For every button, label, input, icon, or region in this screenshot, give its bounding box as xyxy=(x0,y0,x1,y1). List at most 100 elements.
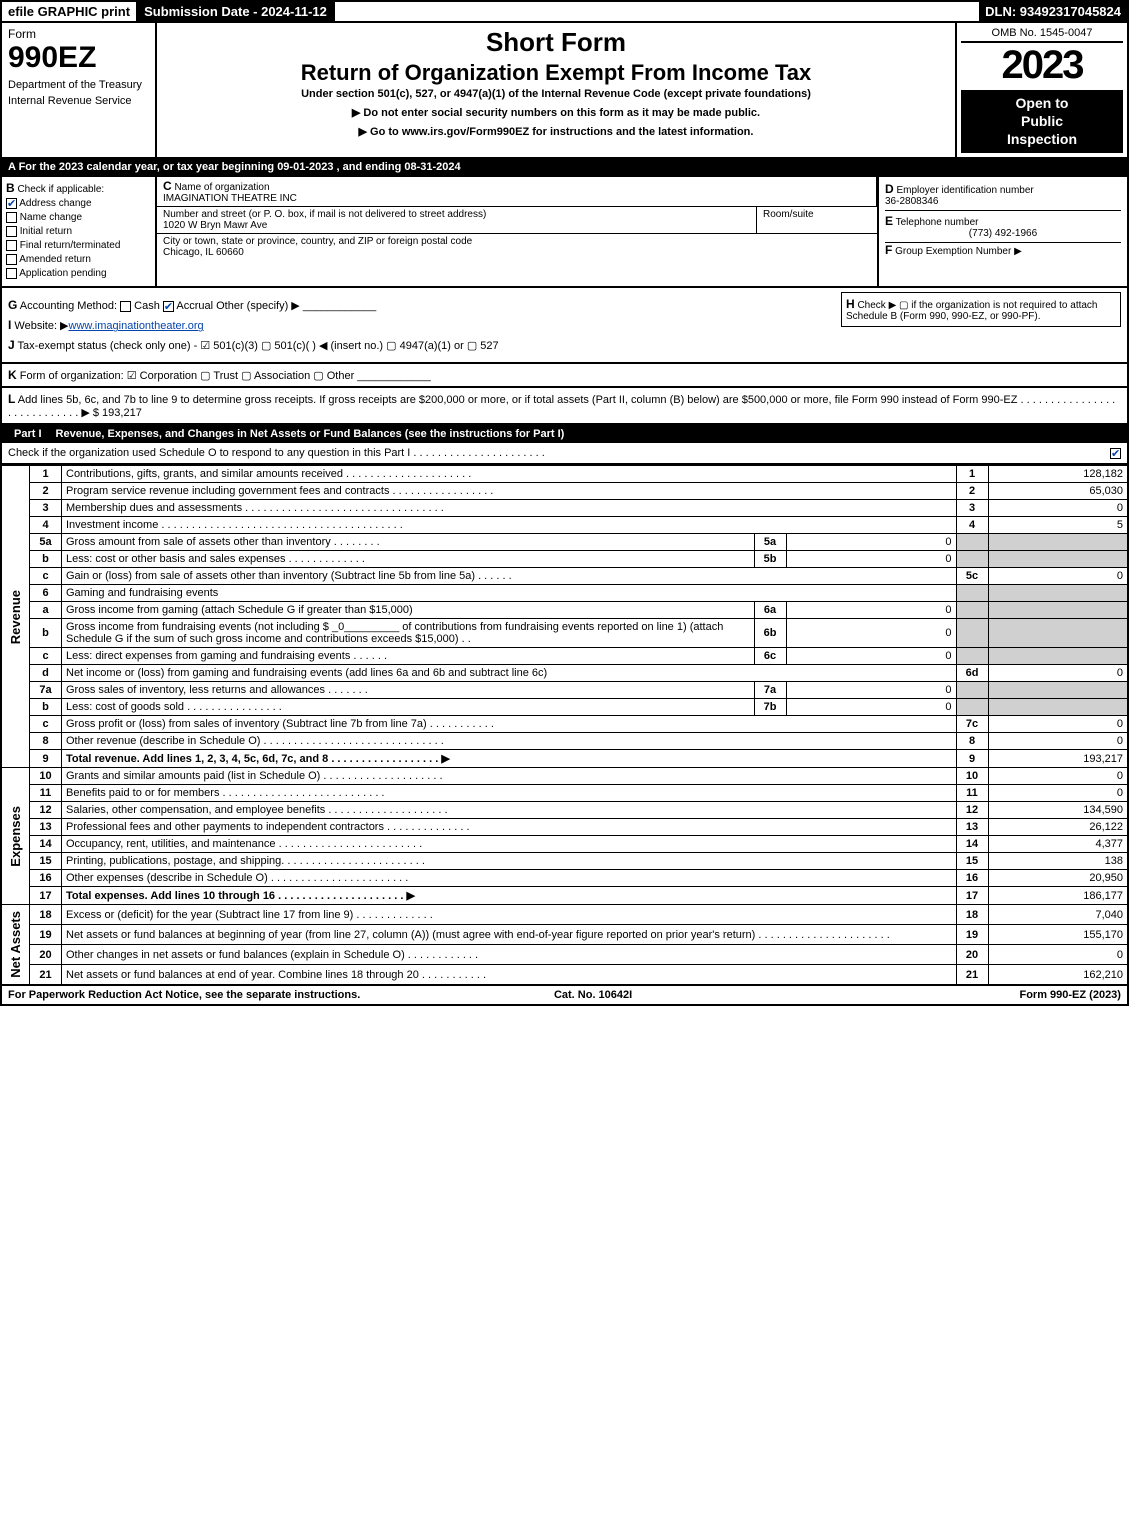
line-15-text: Printing, publications, postage, and shi… xyxy=(62,853,957,870)
lbl-amended: Amended return xyxy=(19,254,91,265)
chk-schedule-o[interactable] xyxy=(1110,448,1121,459)
title-block: Short Form Return of Organization Exempt… xyxy=(157,23,957,157)
line-17-rn: 17 xyxy=(956,887,988,905)
line-6b-num: b xyxy=(30,619,62,648)
line-1-text: Contributions, gifts, grants, and simila… xyxy=(62,466,957,483)
line-15-num: 15 xyxy=(30,853,62,870)
line-7a-text: Gross sales of inventory, less returns a… xyxy=(62,682,755,699)
part-i-label: Part I xyxy=(6,428,50,440)
line-6-gray2 xyxy=(988,585,1128,602)
efile-print-label[interactable]: efile GRAPHIC print xyxy=(2,2,138,21)
title-short-form: Short Form xyxy=(163,27,949,58)
line-3-rn: 3 xyxy=(956,500,988,517)
line-18-text: Excess or (deficit) for the year (Subtra… xyxy=(62,905,957,925)
line-17-text: Total expenses. Add lines 10 through 16 … xyxy=(62,887,957,905)
line-15-amt: 138 xyxy=(988,853,1128,870)
line-5c-num: c xyxy=(30,568,62,585)
tax-exempt-status: Tax-exempt status (check only one) - ☑ 5… xyxy=(18,340,499,352)
public: Public xyxy=(1021,113,1063,129)
chk-amended[interactable] xyxy=(6,254,17,265)
check-if-applicable: Check if applicable: xyxy=(17,184,104,195)
line-6a-text: Gross income from gaming (attach Schedul… xyxy=(62,602,755,619)
line-13-rn: 13 xyxy=(956,819,988,836)
open-public-badge: Open to Public Inspection xyxy=(961,90,1123,153)
line-10-amt: 0 xyxy=(988,768,1128,785)
line-11-text: Benefits paid to or for members . . . . … xyxy=(62,785,957,802)
line-11-amt: 0 xyxy=(988,785,1128,802)
line-10-rn: 10 xyxy=(956,768,988,785)
form-header: Form 990EZ Department of the Treasury In… xyxy=(0,23,1129,159)
part-i-header: Part I Revenue, Expenses, and Changes in… xyxy=(0,425,1129,443)
line-20-num: 20 xyxy=(30,945,62,965)
line-7c-amt: 0 xyxy=(988,716,1128,733)
line-9-text: Total revenue. Add lines 1, 2, 3, 4, 5c,… xyxy=(62,750,957,768)
line-3-num: 3 xyxy=(30,500,62,517)
line-10-text: Grants and similar amounts paid (list in… xyxy=(62,768,957,785)
line-4-rn: 4 xyxy=(956,517,988,534)
footer-paperwork: For Paperwork Reduction Act Notice, see … xyxy=(8,989,360,1001)
line-6c-subamt: 0 xyxy=(786,648,956,665)
line-5a-subamt: 0 xyxy=(786,534,956,551)
line-2-num: 2 xyxy=(30,483,62,500)
lbl-app-pending: Application pending xyxy=(19,268,106,279)
netassets-group-label: Net Assets xyxy=(6,907,25,982)
line-14-num: 14 xyxy=(30,836,62,853)
line-7c-text: Gross profit or (loss) from sales of inv… xyxy=(62,716,957,733)
chk-app-pending[interactable] xyxy=(6,268,17,279)
dln: DLN: 93492317045824 xyxy=(979,2,1127,21)
chk-cash[interactable] xyxy=(120,301,131,312)
title-subtitle: Under section 501(c), 527, or 4947(a)(1)… xyxy=(163,88,949,100)
line-2-text: Program service revenue including govern… xyxy=(62,483,957,500)
line-19-rn: 19 xyxy=(956,925,988,945)
line-21-rn: 21 xyxy=(956,965,988,986)
tax-year: 2023 xyxy=(961,43,1123,88)
street-value: 1020 W Bryn Mawr Ave xyxy=(163,220,267,231)
line-3-amt: 0 xyxy=(988,500,1128,517)
line-6a-sub: 6a xyxy=(754,602,786,619)
line-5b-sub: 5b xyxy=(754,551,786,568)
chk-address-change[interactable] xyxy=(6,198,17,209)
lbl-cash: Cash xyxy=(134,300,160,312)
line-11-num: 11 xyxy=(30,785,62,802)
line-6d-amt: 0 xyxy=(988,665,1128,682)
line-12-amt: 134,590 xyxy=(988,802,1128,819)
line-5b-gray2 xyxy=(988,551,1128,568)
group-exemption-label: Group Exemption Number ▶ xyxy=(895,246,1022,257)
phone-value: (773) 492-1966 xyxy=(885,228,1121,239)
line-6-num: 6 xyxy=(30,585,62,602)
line-21-num: 21 xyxy=(30,965,62,986)
line-16-amt: 20,950 xyxy=(988,870,1128,887)
chk-accrual[interactable] xyxy=(163,301,174,312)
line-6a-subamt: 0 xyxy=(786,602,956,619)
line-6c-gray2 xyxy=(988,648,1128,665)
website-link[interactable]: www.imaginationtheater.org xyxy=(69,320,204,332)
section-k: K Form of organization: ☑ Corporation ▢ … xyxy=(0,364,1129,388)
chk-name-change[interactable] xyxy=(6,212,17,223)
chk-initial-return[interactable] xyxy=(6,226,17,237)
line-6d-rn: 6d xyxy=(956,665,988,682)
footer-catno: Cat. No. 10642I xyxy=(554,989,632,1001)
line-7b-gray xyxy=(956,699,988,716)
line-19-text: Net assets or fund balances at beginning… xyxy=(62,925,957,945)
lbl-final-return: Final return/terminated xyxy=(20,240,121,251)
submission-date: Submission Date - 2024-11-12 xyxy=(138,2,335,21)
line-13-amt: 26,122 xyxy=(988,819,1128,836)
gross-receipts-amount: 193,217 xyxy=(102,407,142,419)
section-def-block: D Employer identification number 36-2808… xyxy=(877,177,1127,287)
part-i-title: Revenue, Expenses, and Changes in Net As… xyxy=(56,428,565,440)
section-h: H Check ▶ ▢ if the organization is not r… xyxy=(841,292,1121,327)
line-13-num: 13 xyxy=(30,819,62,836)
line-9-rn: 9 xyxy=(956,750,988,768)
line-5a-num: 5a xyxy=(30,534,62,551)
footer-formid: Form 990-EZ (2023) xyxy=(1019,989,1120,1001)
line-5b-gray xyxy=(956,551,988,568)
line-5b-text: Less: cost or other basis and sales expe… xyxy=(62,551,755,568)
chk-final-return[interactable] xyxy=(6,240,17,251)
line-6a-gray2 xyxy=(988,602,1128,619)
instruction-link[interactable]: ▶ Go to www.irs.gov/Form990EZ for instru… xyxy=(163,125,949,138)
line-2-rn: 2 xyxy=(956,483,988,500)
line-7b-subamt: 0 xyxy=(786,699,956,716)
line-6-text: Gaming and fundraising events xyxy=(62,585,957,602)
schedule-o-text: Check if the organization used Schedule … xyxy=(8,447,545,459)
line-10-num: 10 xyxy=(30,768,62,785)
